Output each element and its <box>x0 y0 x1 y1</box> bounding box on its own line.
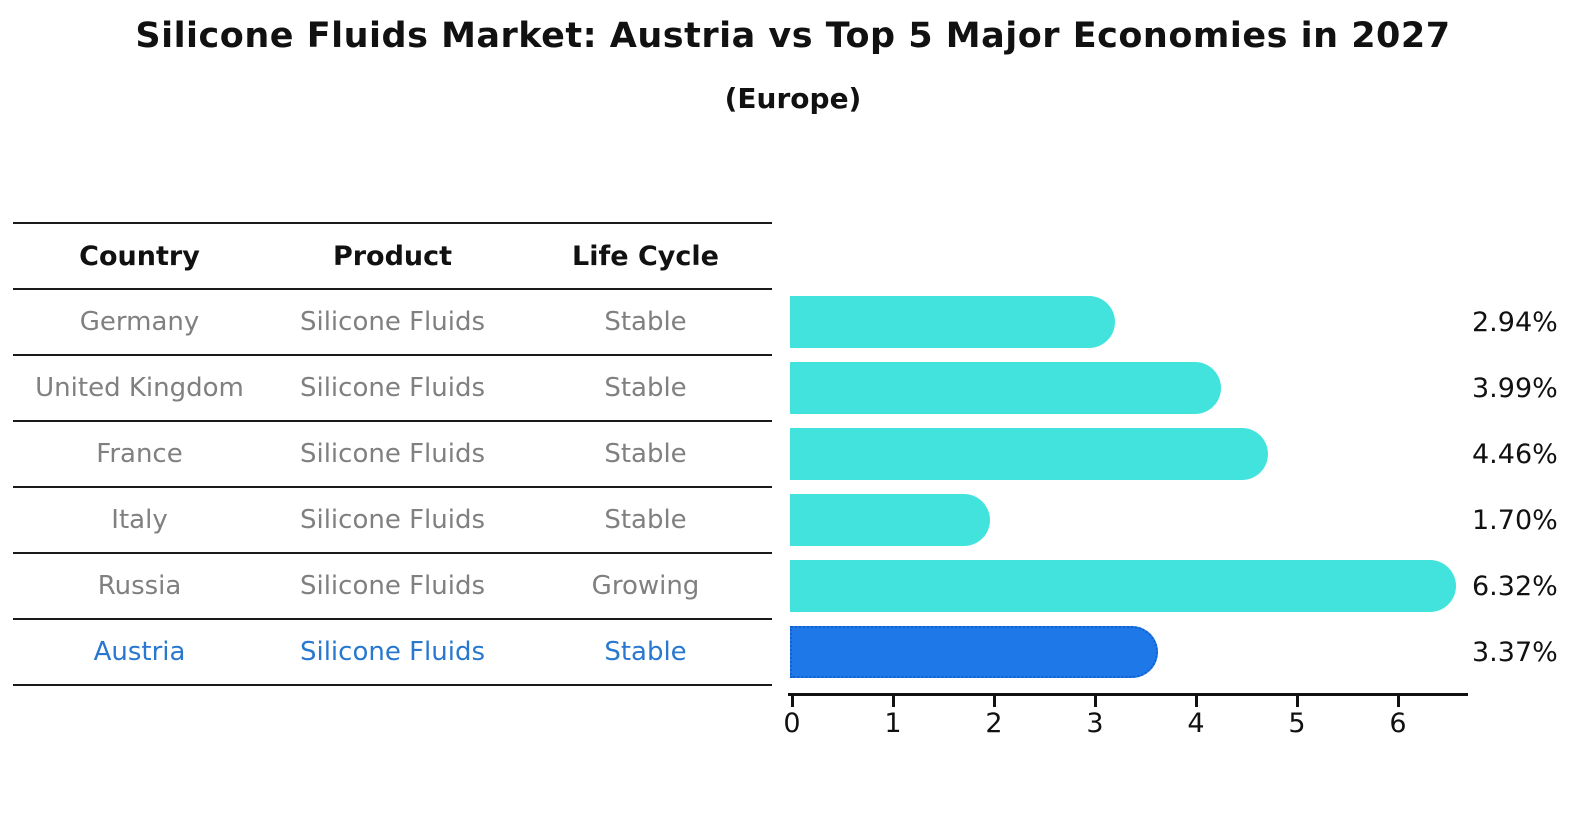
chart-subtitle: (Europe) <box>724 82 862 115</box>
bar-france <box>790 428 1268 480</box>
cell-lifecycle: Growing <box>591 571 700 601</box>
bar-slot <box>790 553 1466 619</box>
bar-slot <box>790 289 1466 355</box>
value-label-russia: 6.32% <box>1472 570 1558 602</box>
bar-united-kingdom <box>790 362 1221 414</box>
cell-lifecycle: Stable <box>604 307 687 337</box>
cell-country: France <box>96 439 183 469</box>
table-row-italy: Italy Silicone Fluids Stable <box>13 488 772 552</box>
table-row-russia: Russia Silicone Fluids Growing <box>13 554 772 618</box>
table-top-border <box>13 222 772 224</box>
value-label-united-kingdom: 3.99% <box>1472 372 1558 404</box>
value-label-germany: 2.94% <box>1472 306 1558 338</box>
bar-germany <box>790 296 1115 348</box>
table-bottom-border <box>13 684 772 686</box>
value-label-italy: 1.70% <box>1472 504 1558 536</box>
x-tick-mark <box>1195 696 1198 707</box>
chart-title: Silicone Fluids Market: Austria vs Top 5… <box>135 16 1451 56</box>
x-tick-label: 2 <box>985 708 1003 739</box>
value-label-austria: 3.37% <box>1472 636 1558 668</box>
column-header-country: Country <box>79 240 200 272</box>
column-header-product: Product <box>332 240 453 272</box>
x-tick-mark <box>1296 696 1299 707</box>
bar-slot <box>790 619 1466 685</box>
table-divider <box>13 552 772 554</box>
x-tick-mark <box>993 696 996 707</box>
cell-country: Germany <box>79 307 200 337</box>
table-row-austria: Austria Silicone Fluids Stable <box>13 620 772 684</box>
cell-product: Silicone Fluids <box>299 307 486 337</box>
table-divider <box>13 288 772 290</box>
x-tick-label: 6 <box>1389 708 1407 739</box>
cell-lifecycle: Stable <box>604 637 687 667</box>
x-tick-mark <box>1397 696 1400 707</box>
x-tick-mark <box>1094 696 1097 707</box>
table-row-united-kingdom: United Kingdom Silicone Fluids Stable <box>13 356 772 420</box>
bar-plot-area <box>790 289 1466 686</box>
bar-slot <box>790 355 1466 421</box>
table-divider <box>13 486 772 488</box>
table-divider <box>13 618 772 620</box>
cell-product: Silicone Fluids <box>299 505 486 535</box>
column-header-lifecycle: Life Cycle <box>572 240 719 272</box>
x-tick-label: 3 <box>1086 708 1104 739</box>
cell-lifecycle: Stable <box>604 505 687 535</box>
bar-slot <box>790 487 1466 553</box>
country-table: Country Product Life Cycle Germany Silic… <box>13 222 772 686</box>
x-tick-mark <box>892 696 895 707</box>
cell-product: Silicone Fluids <box>299 439 486 469</box>
table-divider <box>13 420 772 422</box>
value-label-france: 4.46% <box>1472 438 1558 470</box>
cell-product: Silicone Fluids <box>299 571 486 601</box>
cell-country: Italy <box>111 505 168 535</box>
value-label-column: 2.94% 3.99% 4.46% 1.70% 6.32% 3.37% <box>1472 289 1582 686</box>
x-tick-label: 4 <box>1187 708 1205 739</box>
x-tick-label: 0 <box>783 708 801 739</box>
bar-italy <box>790 494 990 546</box>
cell-product: Silicone Fluids <box>299 373 486 403</box>
table-row-germany: Germany Silicone Fluids Stable <box>13 290 772 354</box>
x-axis-line <box>788 693 1468 696</box>
table-divider <box>13 354 772 356</box>
cell-country: Russia <box>97 571 182 601</box>
bar-austria-highlighted <box>790 626 1158 678</box>
cell-country: Austria <box>93 637 186 667</box>
x-tick-mark <box>791 696 794 707</box>
cell-lifecycle: Stable <box>604 439 687 469</box>
bar-russia <box>790 560 1456 612</box>
table-row-france: France Silicone Fluids Stable <box>13 422 772 486</box>
table-header-row: Country Product Life Cycle <box>13 224 772 288</box>
cell-lifecycle: Stable <box>604 373 687 403</box>
x-tick-label: 1 <box>884 708 902 739</box>
cell-country: United Kingdom <box>35 373 244 403</box>
cell-product: Silicone Fluids <box>299 637 486 667</box>
bar-slot <box>790 421 1466 487</box>
x-tick-label: 5 <box>1288 708 1306 739</box>
